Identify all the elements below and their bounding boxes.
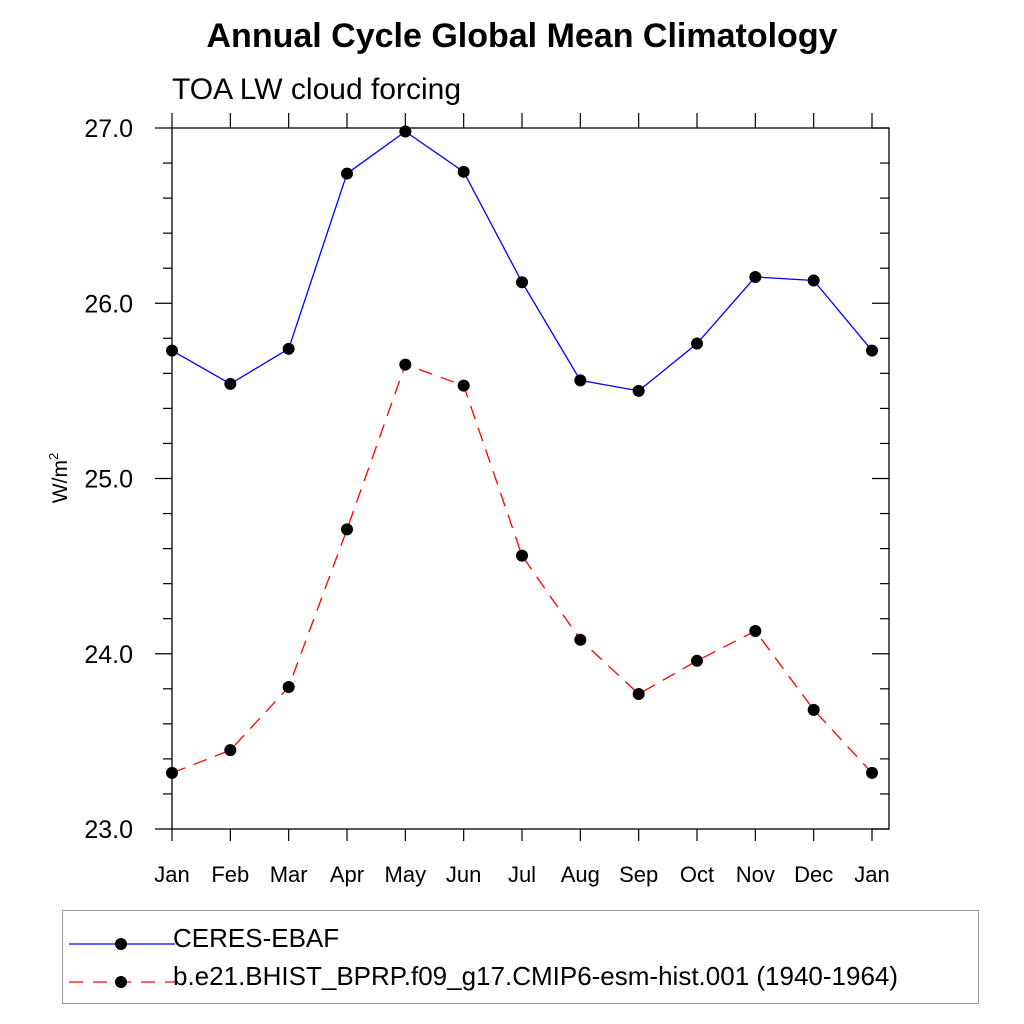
data-point-series-0	[399, 125, 412, 138]
data-point-series-0	[691, 337, 703, 350]
data-point-series-1	[632, 688, 645, 701]
x-tick-label: Sep	[619, 862, 658, 887]
chart-title: Annual Cycle Global Mean Climatology	[207, 17, 838, 55]
legend: CERES-EBAF b.e21.BHIST_BPRP.f09_g17.CMIP…	[62, 910, 979, 1004]
chart-subtitle: TOA LW cloud forcing	[172, 73, 461, 106]
x-tick-label: May	[385, 862, 427, 887]
legend-entry-model: b.e21.BHIST_BPRP.f09_g17.CMIP6-esm-hist.…	[63, 956, 978, 996]
plot-frame	[171, 127, 890, 830]
y-tick-labels: 23.0 24.0 25.0 26.0 27.0	[84, 115, 133, 844]
data-point-series-1	[574, 633, 587, 646]
data-point-series-0	[457, 165, 470, 178]
legend-entry-ceres: CERES-EBAF	[63, 918, 978, 958]
data-point-series-1	[866, 766, 878, 779]
data-point-series-0	[749, 270, 762, 283]
x-tick-label: Jan	[154, 862, 189, 887]
data-point-series-0	[574, 374, 587, 387]
y-axis-label-text: W/m	[49, 460, 72, 503]
svg-text:W/m2: W/m2	[46, 453, 72, 503]
data-point-series-0	[166, 344, 178, 357]
data-point-series-1	[807, 703, 820, 716]
data-point-series-1	[749, 624, 762, 637]
series-line-1	[171, 363, 873, 774]
data-point-series-0	[866, 344, 878, 357]
data-point-series-1	[224, 744, 237, 757]
y-tick-label: 27.0	[84, 115, 133, 143]
y-tick-label: 24.0	[84, 641, 133, 669]
data-point-series-1	[516, 549, 528, 562]
data-point-series-0	[341, 167, 353, 180]
data-point-series-1	[399, 358, 412, 371]
x-tick-label: Mar	[270, 862, 308, 887]
x-tick-label: Jun	[446, 862, 481, 887]
x-tick-label: Feb	[211, 862, 249, 887]
axis-ticks	[155, 113, 889, 841]
legend-label-model: b.e21.BHIST_BPRP.f09_g17.CMIP6-esm-hist.…	[173, 961, 899, 991]
legend-sample-ceres	[69, 938, 175, 950]
data-point-series-1	[282, 681, 295, 694]
x-tick-label: Apr	[330, 862, 364, 887]
series-layer	[166, 125, 878, 779]
x-tick-label: Dec	[794, 862, 833, 887]
x-tick-label: Jul	[508, 862, 536, 887]
data-point-series-1	[166, 766, 178, 779]
y-tick-label: 23.0	[84, 816, 133, 844]
x-tick-label: Aug	[561, 862, 600, 887]
data-point-series-1	[457, 379, 470, 392]
x-tick-labels: Jan Feb Mar Apr May Jun Jul Aug Sep Oct Nov Dec Jan	[154, 862, 889, 887]
data-point-series-1	[691, 654, 703, 667]
series-line-0	[171, 130, 873, 392]
data-point-series-0	[224, 377, 237, 390]
data-point-series-0	[632, 384, 645, 397]
legend-sample-model	[69, 976, 175, 988]
data-point-series-0	[807, 274, 820, 287]
legend-label-ceres: CERES-EBAF	[173, 923, 340, 953]
data-point-series-1	[341, 523, 353, 536]
x-tick-label: Jan	[854, 862, 889, 887]
x-tick-label: Oct	[680, 862, 714, 887]
y-tick-label: 26.0	[84, 290, 133, 318]
data-point-series-0	[516, 276, 528, 289]
data-point-series-0	[282, 342, 295, 355]
y-axis-label-superscript: 2	[46, 453, 61, 460]
y-axis-label: W/m2	[46, 453, 72, 503]
x-tick-label: Nov	[736, 862, 775, 887]
y-tick-label: 25.0	[84, 466, 133, 494]
